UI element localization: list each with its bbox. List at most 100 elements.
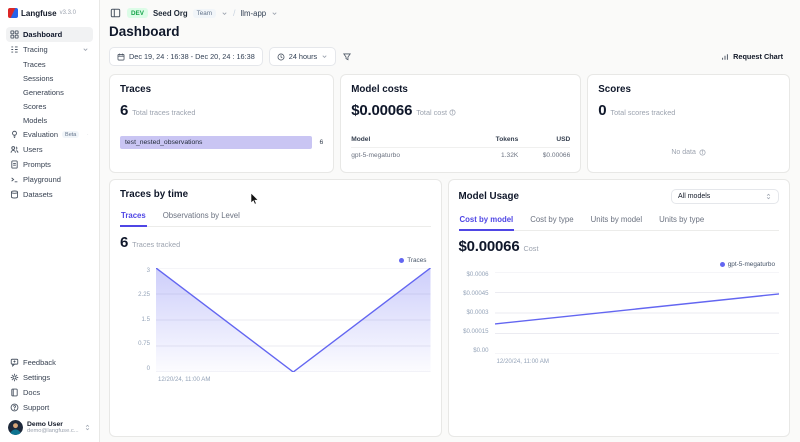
scores-count: 0 xyxy=(598,102,607,119)
usage-cost-subtitle: Cost xyxy=(523,244,539,253)
model-usage-chart: gpt-5-megaturbo $0.0006 $0.00045 $0.0003 $0… xyxy=(459,258,780,365)
traces-by-time-card: Traces by time Traces Observations by Le… xyxy=(109,179,442,437)
tab-cost-by-type[interactable]: Cost by type xyxy=(530,215,574,224)
trace-name-bar-row[interactable]: test_nested_observations 6 xyxy=(120,136,323,149)
sidebar-item-prompts[interactable]: Prompts xyxy=(6,157,93,172)
sidebar-item-generations[interactable]: Generations xyxy=(23,87,64,97)
sidebar-item-users[interactable]: Users xyxy=(6,142,93,157)
chart-legend: Traces xyxy=(120,257,427,264)
trace-name-bar: test_nested_observations xyxy=(120,136,313,149)
info-icon[interactable] xyxy=(449,109,456,116)
sidebar-item-settings[interactable]: Settings xyxy=(6,370,93,385)
filter-button[interactable] xyxy=(342,52,352,62)
sidebar-item-scores[interactable]: Scores xyxy=(23,101,47,111)
area-fill xyxy=(156,268,431,372)
file-text-icon xyxy=(11,160,18,169)
sidebar-item-docs[interactable]: Docs xyxy=(6,385,93,400)
sidebar-toggle-button[interactable] xyxy=(109,7,122,19)
date-range-picker[interactable]: Dec 19, 24 : 16:38 - Dec 20, 24 : 16:38 xyxy=(109,47,263,66)
y-tick-label: 2.25 xyxy=(138,291,150,299)
org-name[interactable]: Seed Org xyxy=(152,8,188,18)
traces-tracked-count: 6 xyxy=(120,234,129,251)
breadcrumb-separator: / xyxy=(233,8,236,18)
book-icon xyxy=(11,388,18,397)
sidebar-item-tracing[interactable]: Tracing xyxy=(6,42,93,57)
org-role-badge: Team xyxy=(192,8,217,18)
tab-units-by-model[interactable]: Units by model xyxy=(590,215,643,224)
terminal-icon xyxy=(11,177,18,183)
time-preset-dropdown[interactable]: 24 hours xyxy=(268,47,337,66)
message-plus-icon xyxy=(10,358,19,367)
scores-card-title: Scores xyxy=(598,84,631,95)
main-content: DEV Seed Org Team / llm-app Dashboard De… xyxy=(100,0,800,442)
user-email: demo@langfuse.c... xyxy=(27,428,79,434)
scores-subtitle: Total scores tracked xyxy=(610,108,676,117)
usd-cell: $0.00066 xyxy=(542,152,571,159)
bar-chart-icon xyxy=(722,53,729,60)
y-tick-label: $0.00015 xyxy=(463,327,489,335)
model-costs-table: Model Tokens USD gpt-5-megaturbo 1.32K $… xyxy=(351,132,571,163)
traces-tracked-subtitle: Traces tracked xyxy=(132,240,181,249)
chart-legend: gpt-5-megaturbo xyxy=(459,261,775,268)
chart-plot-area[interactable] xyxy=(495,272,780,354)
toolbar: Dec 19, 24 : 16:38 - Dec 20, 24 : 16:38 … xyxy=(109,47,790,66)
lightbulb-icon xyxy=(12,130,17,139)
sidebar-item-models[interactable]: Models xyxy=(23,115,48,125)
chevron-down-icon xyxy=(83,48,88,52)
sidebar-item-datasets[interactable]: Datasets xyxy=(6,187,93,202)
request-chart-button[interactable]: Request Chart xyxy=(714,48,790,65)
user-avatar xyxy=(8,420,23,435)
tab-cost-by-model[interactable]: Cost by model xyxy=(458,212,515,231)
panel-left-icon xyxy=(110,8,121,18)
table-row[interactable]: gpt-5-megaturbo 1.32K $0.00066 xyxy=(351,148,570,163)
sidebar-item-sessions[interactable]: Sessions xyxy=(23,73,54,83)
info-icon[interactable] xyxy=(699,149,706,156)
metrics-row: Traces 6 Total traces tracked test_neste… xyxy=(109,74,790,173)
model-usage-title: Model Usage xyxy=(458,191,519,202)
chart-plot-area[interactable] xyxy=(156,268,431,372)
calendar-icon xyxy=(117,53,125,60)
beta-badge: Beta xyxy=(62,131,80,138)
traces-by-time-title: Traces by time xyxy=(120,189,189,200)
model-filter-select[interactable]: All models xyxy=(671,189,779,204)
sidebar-item-dashboard[interactable]: Dashboard xyxy=(6,27,93,42)
y-tick-label: 1.5 xyxy=(141,315,150,323)
charts-row: Traces by time Traces Observations by Le… xyxy=(109,179,790,437)
user-menu[interactable]: Demo User demo@langfuse.c... xyxy=(6,415,93,436)
tab-units-by-type[interactable]: Units by type xyxy=(659,215,705,224)
traces-subtitle: Total traces tracked xyxy=(132,108,196,117)
no-data-state: No data xyxy=(598,149,779,156)
tab-traces[interactable]: Traces xyxy=(120,208,147,227)
series-line xyxy=(156,268,431,372)
app-logo-row: Langfuse v3.3.0 xyxy=(6,7,93,27)
tab-observations-by-level[interactable]: Observations by Level xyxy=(162,211,240,220)
sidebar-item-feedback[interactable]: Feedback xyxy=(6,355,93,370)
tracing-icon xyxy=(11,46,18,53)
langfuse-logo-icon xyxy=(8,8,18,18)
y-tick-label: 0.75 xyxy=(138,340,150,348)
y-tick-label: 3 xyxy=(146,267,150,274)
sidebar-item-support[interactable]: Support xyxy=(6,400,93,415)
scores-card: Scores 0 Total scores tracked No data xyxy=(587,74,790,173)
model-name-cell: gpt-5-megaturbo xyxy=(351,152,400,159)
sidebar-footer: Feedback Settings Docs Support Demo User… xyxy=(6,355,93,436)
chevrons-up-down-icon xyxy=(85,424,90,431)
chevron-down-icon[interactable] xyxy=(221,10,228,17)
y-tick-label: $0.0003 xyxy=(466,308,489,316)
top-bar: DEV Seed Org Team / llm-app xyxy=(109,7,790,19)
help-circle-icon xyxy=(10,403,19,412)
chart-canvas xyxy=(495,272,780,354)
traces-by-time-chart: Traces 3 2.25 1.5 0.75 0 12/20/24, 11:00 AM xyxy=(120,254,431,383)
chevrons-up-down-icon xyxy=(766,193,771,200)
project-name[interactable]: llm-app xyxy=(240,8,267,18)
dashboard-grid-icon xyxy=(10,30,19,39)
traces-by-time-tabs: Traces Observations by Level xyxy=(120,208,431,227)
sidebar-item-traces[interactable]: Traces xyxy=(23,59,46,69)
sidebar-item-playground[interactable]: Playground xyxy=(6,172,93,187)
sidebar-item-evaluation[interactable]: Evaluation Beta xyxy=(6,127,93,142)
users-icon xyxy=(10,146,19,153)
usage-cost-value: $0.00066 xyxy=(458,238,520,255)
y-tick-label: $0.00 xyxy=(473,346,489,354)
chevron-down-icon[interactable] xyxy=(271,10,278,17)
tokens-cell: 1.32K xyxy=(501,152,519,159)
